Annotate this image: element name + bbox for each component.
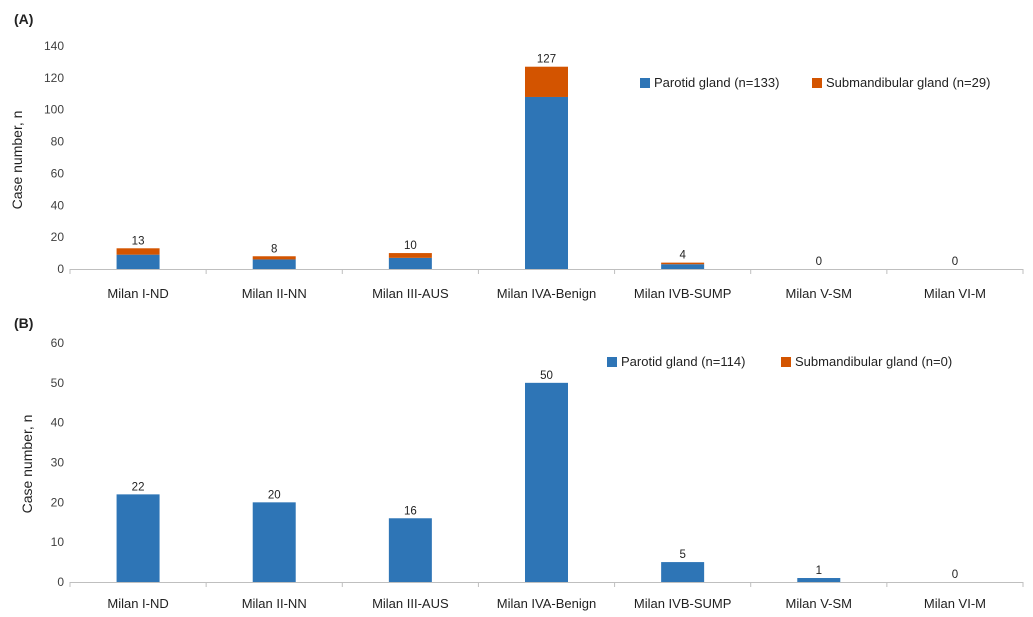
bar-total-label: 0 <box>816 256 822 268</box>
x-category-label: Milan VI-M <box>924 286 986 301</box>
y-axis-label: Case number, n <box>9 111 25 210</box>
bar-total-label: 10 <box>404 240 417 252</box>
bar-total-label: 8 <box>271 243 277 255</box>
legend-entry: Submandibular gland (n=0) <box>795 354 952 369</box>
y-tick-label: 40 <box>51 416 65 430</box>
bar-parotid <box>388 257 432 269</box>
x-category-label: Milan II-NN <box>242 286 307 301</box>
x-category-label: Milan III-AUS <box>372 596 449 611</box>
x-category-label: Milan III-AUS <box>372 286 449 301</box>
x-category-label: Milan IVA-Benign <box>497 286 596 301</box>
bar-total-label: 4 <box>679 250 686 262</box>
x-category-label: Milan IVB-SUMP <box>634 596 732 611</box>
y-tick-label: 20 <box>51 495 65 509</box>
y-tick-label: 0 <box>57 575 64 589</box>
bar-parotid <box>525 382 568 582</box>
bar-total-label: 20 <box>268 489 281 501</box>
y-tick-label: 60 <box>51 336 65 350</box>
x-category-label: Milan VI-M <box>924 596 986 611</box>
bar-submandibular <box>252 256 296 260</box>
bar-total-label: 1 <box>816 565 822 577</box>
x-category-label: Milan II-NN <box>242 596 307 611</box>
bar-submandibular <box>388 253 432 258</box>
y-tick-label: 100 <box>44 103 64 117</box>
bar-total-label: 127 <box>537 54 556 66</box>
bar-submandibular <box>661 262 705 265</box>
panel-label: (A) <box>14 11 33 27</box>
y-tick-label: 30 <box>51 456 65 470</box>
x-category-label: Milan I-ND <box>107 596 168 611</box>
bar-total-label: 50 <box>540 370 553 382</box>
bar-total-label: 22 <box>132 481 145 493</box>
x-category-label: Milan IVA-Benign <box>497 596 596 611</box>
chart-panel-a: (A)Case number, n02040608010012014013Mil… <box>9 11 1024 301</box>
legend-entry: Submandibular gland (n=29) <box>826 75 990 90</box>
y-tick-label: 10 <box>51 535 65 549</box>
bar-parotid <box>116 254 160 269</box>
y-tick-label: 50 <box>51 376 65 390</box>
bar-parotid <box>116 494 160 582</box>
y-tick-label: 40 <box>51 198 65 212</box>
legend-swatch <box>812 78 822 88</box>
y-tick-label: 80 <box>51 135 65 149</box>
bar-parotid <box>661 264 705 269</box>
bar-total-label: 0 <box>952 256 958 268</box>
bar-total-label: 0 <box>952 569 958 581</box>
y-tick-label: 140 <box>44 39 64 53</box>
bar-parotid <box>525 96 568 269</box>
x-category-label: Milan V-SM <box>786 596 852 611</box>
legend-entry: Parotid gland (n=133) <box>654 75 779 90</box>
bar-parotid <box>388 518 432 582</box>
y-tick-label: 120 <box>44 71 64 85</box>
bar-parotid <box>252 259 296 269</box>
legend-swatch <box>781 357 791 367</box>
bar-total-label: 16 <box>404 505 417 517</box>
y-tick-label: 20 <box>51 230 65 244</box>
y-tick-label: 0 <box>57 262 64 276</box>
bar-submandibular <box>116 248 160 255</box>
bar-parotid <box>797 578 841 582</box>
bar-total-label: 5 <box>679 549 685 561</box>
bar-parotid <box>661 562 705 582</box>
x-category-label: Milan IVB-SUMP <box>634 286 732 301</box>
legend-swatch <box>607 357 617 367</box>
bar-parotid <box>252 502 296 582</box>
y-axis-label: Case number, n <box>19 415 35 514</box>
legend-entry: Parotid gland (n=114) <box>621 354 745 369</box>
panel-label: (B) <box>14 315 33 331</box>
y-tick-label: 60 <box>51 166 65 180</box>
bar-total-label: 13 <box>132 235 145 247</box>
legend-swatch <box>640 78 650 88</box>
x-category-label: Milan I-ND <box>107 286 168 301</box>
x-category-label: Milan V-SM <box>786 286 852 301</box>
bar-submandibular <box>525 66 568 97</box>
